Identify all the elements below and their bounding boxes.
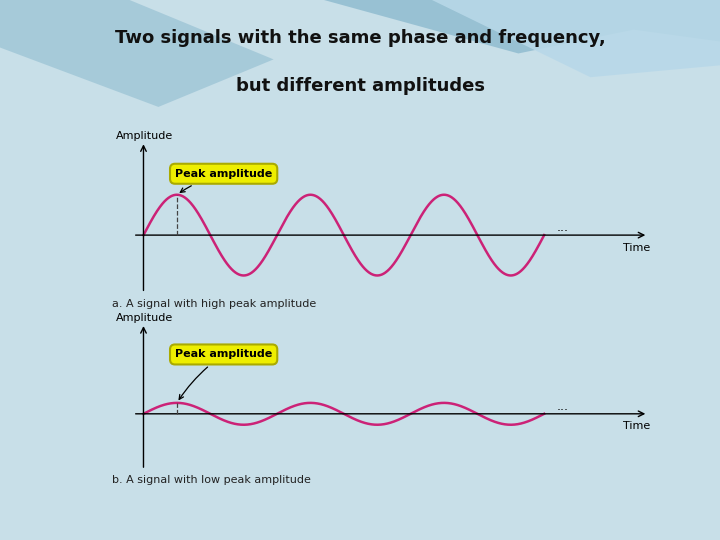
Polygon shape [0,0,274,107]
Text: Time: Time [623,243,650,253]
Text: ...: ... [556,221,568,234]
Text: Two signals with the same phase and frequency,: Two signals with the same phase and freq… [114,29,606,47]
Text: ...: ... [556,400,568,413]
Text: b. A signal with low peak amplitude: b. A signal with low peak amplitude [112,475,310,485]
Text: Amplitude: Amplitude [116,313,173,323]
Text: Peak amplitude: Peak amplitude [175,169,272,192]
Text: Time: Time [623,421,650,431]
Text: Amplitude: Amplitude [116,131,173,141]
Polygon shape [324,0,720,53]
Text: but different amplitudes: but different amplitudes [235,77,485,94]
Text: a. A signal with high peak amplitude: a. A signal with high peak amplitude [112,299,316,309]
Text: Peak amplitude: Peak amplitude [175,349,272,400]
Polygon shape [432,0,720,77]
